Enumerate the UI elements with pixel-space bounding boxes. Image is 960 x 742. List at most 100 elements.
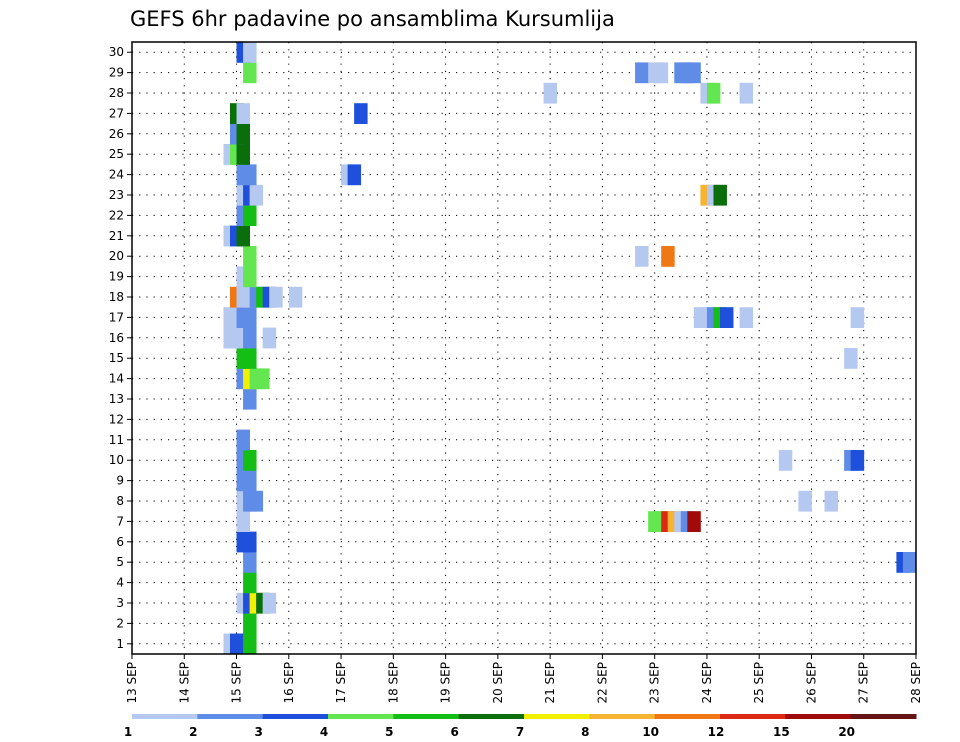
cells-layer: [223, 42, 917, 655]
precip-cell: [654, 62, 669, 84]
legend-swatch: [262, 714, 329, 719]
legend-label: 2: [189, 725, 197, 739]
legend-label: 6: [450, 725, 458, 739]
y-tick-label: 11: [109, 433, 124, 447]
x-tick-label: 20 SEP: [491, 662, 505, 704]
y-tick-label: 19: [109, 270, 124, 284]
plot-frame: [131, 41, 917, 655]
legend-swatch: [328, 714, 394, 719]
legend-swatch: [197, 714, 264, 719]
legend-label: 3: [254, 725, 262, 739]
precip-cell: [347, 164, 362, 186]
precip-cell: [635, 62, 649, 84]
precip-cell: [243, 62, 257, 84]
precip-cell: [243, 531, 257, 553]
y-axis: 1234567891011121314151617181920212223242…: [109, 45, 132, 651]
legend-swatch: [785, 714, 852, 719]
precip-cell: [739, 307, 754, 328]
precip-cell: [236, 103, 250, 124]
y-tick-label: 27: [109, 106, 124, 120]
x-tick-label: 17 SEP: [334, 662, 348, 704]
precip-cell: [844, 348, 858, 369]
y-tick-label: 1: [116, 637, 124, 651]
legend-swatch: [132, 714, 198, 719]
precip-cell: [243, 348, 257, 369]
y-tick-label: 10: [109, 453, 124, 467]
precip-cell: [243, 613, 257, 634]
legend-swatch: [458, 714, 525, 719]
y-tick-label: 25: [109, 147, 124, 161]
precip-cell: [243, 164, 257, 186]
legend-swatch: [654, 714, 721, 719]
y-tick-label: 16: [109, 331, 124, 345]
x-tick-label: 19 SEP: [439, 662, 453, 704]
y-tick-label: 13: [109, 392, 124, 406]
precip-cell: [243, 307, 257, 328]
legend-swatch: [393, 714, 460, 719]
precip-cell: [720, 307, 734, 328]
x-tick-label: 23 SEP: [648, 662, 662, 704]
precip-cell: [288, 286, 303, 308]
legend-label: 7: [516, 725, 524, 739]
y-tick-label: 28: [109, 86, 124, 100]
legend-label: 15: [773, 725, 790, 739]
precip-cell: [236, 144, 250, 165]
legend-label: 20: [838, 725, 855, 739]
precip-cell: [249, 184, 264, 206]
precip-cell: [269, 286, 283, 308]
y-tick-label: 20: [109, 249, 124, 263]
precip-cell: [543, 82, 558, 104]
precip-cell: [236, 225, 250, 247]
legend-label: 5: [385, 725, 393, 739]
y-tick-label: 26: [109, 127, 124, 141]
x-tick-label: 25 SEP: [752, 662, 766, 704]
legend-swatch: [850, 714, 917, 719]
legend-label: 8: [581, 725, 589, 739]
y-tick-label: 24: [109, 168, 124, 182]
y-tick-label: 17: [109, 310, 124, 324]
precip-cell: [243, 42, 257, 63]
y-tick-label: 6: [116, 535, 124, 549]
y-tick-label: 3: [116, 596, 124, 610]
precip-cell: [243, 633, 257, 655]
chart-title: GEFS 6hr padavine po ansamblima Kursumli…: [130, 7, 615, 31]
precip-cell: [243, 266, 257, 288]
precip-cell: [635, 246, 649, 267]
x-tick-label: 21 SEP: [543, 662, 557, 704]
precip-cell: [713, 184, 727, 206]
precip-cell: [256, 368, 270, 390]
x-tick-label: 15 SEP: [230, 662, 244, 704]
y-tick-label: 9: [116, 474, 124, 488]
precip-cell: [354, 103, 368, 124]
y-tick-label: 4: [116, 576, 124, 590]
y-tick-label: 15: [109, 351, 124, 365]
y-tick-label: 30: [109, 45, 124, 59]
x-tick-label: 13 SEP: [125, 662, 139, 704]
precip-cell: [243, 552, 257, 573]
y-tick-label: 22: [109, 208, 124, 222]
x-tick-label: 24 SEP: [700, 662, 714, 704]
precip-cell: [850, 307, 865, 328]
precip-cell: [798, 490, 812, 512]
precip-cell: [661, 246, 675, 267]
legend-label: 10: [642, 725, 659, 739]
y-tick-label: 14: [109, 372, 124, 386]
legend-label: 1: [124, 725, 132, 739]
precip-cell: [262, 592, 277, 614]
precip-cell: [262, 327, 277, 349]
precip-cell: [739, 82, 754, 104]
y-tick-label: 29: [109, 66, 124, 80]
precip-cell: [706, 82, 721, 104]
legend-swatch: [720, 714, 786, 719]
legend-swatch: [589, 714, 656, 719]
precip-cell: [243, 572, 257, 594]
legend-swatch: [524, 714, 590, 719]
legend-label: 12: [708, 725, 725, 739]
y-tick-label: 8: [116, 494, 124, 508]
legend-label: 4: [320, 725, 328, 739]
precip-cell: [243, 246, 257, 267]
precip-cell: [236, 429, 250, 451]
x-tick-label: 28 SEP: [909, 662, 923, 704]
precip-cell: [824, 490, 838, 512]
